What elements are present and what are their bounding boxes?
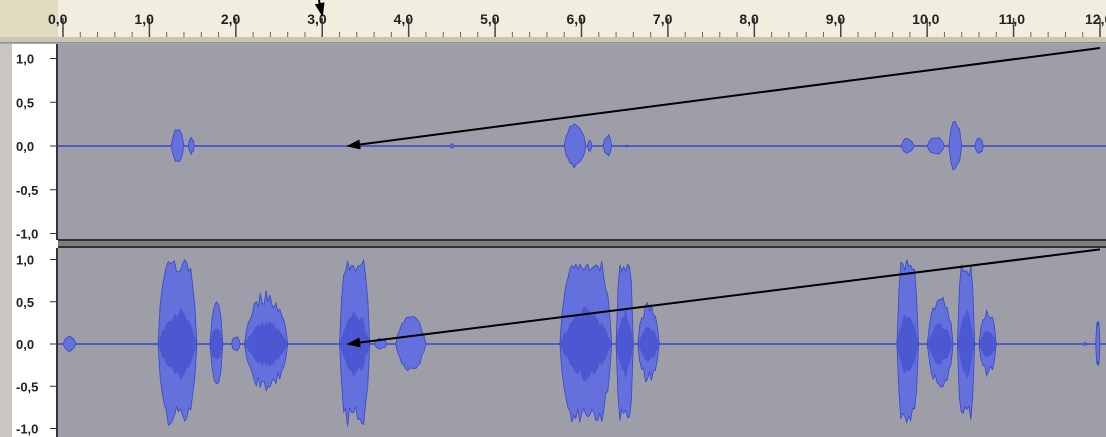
waveform-burst (602, 133, 613, 157)
ruler-ticks: 0,0 1,0 2,0 3,0 4,0 5,0 6,0 7,0 8,0 9,0 10,0 11,0 12… (48, 11, 1106, 37)
annotation-arrow (346, 248, 1101, 348)
track-2-waveform (58, 258, 1106, 427)
waveform-burst (395, 315, 427, 372)
waveform-burst-core (559, 306, 612, 382)
waveform-burst (1095, 320, 1101, 366)
ruler-tick-label: 8,0 (739, 11, 759, 27)
amplitude-label: 0,0 (16, 139, 34, 154)
waveform-burst (563, 123, 587, 169)
waveform-burst (187, 136, 195, 156)
waveform-burst (974, 137, 984, 154)
amplitude-label: 0,0 (16, 337, 34, 352)
waveform-burst (449, 143, 455, 149)
waveform-burst-core (957, 308, 975, 380)
waveform-burst-core (927, 323, 954, 365)
waveform-burst (900, 137, 915, 154)
track-2[interactable]: 1,0 0,5 0,0 -0,5 -1,0 (0, 240, 1106, 437)
amplitude-label: -0,5 (16, 379, 38, 394)
ruler-corner (0, 0, 58, 37)
waveform-burst (62, 335, 77, 353)
waveform-burst (948, 121, 963, 171)
ruler-tick-label: 11,0 (999, 11, 1026, 27)
waveform-burst (926, 136, 945, 155)
amplitude-label: -0,5 (16, 183, 38, 198)
track-2-amplitude-labels: 1,0 0,5 0,0 -0,5 -1,0 (16, 253, 57, 437)
ruler-tick-label: 1,0 (134, 11, 154, 27)
ruler-tick-label: 5,0 (480, 11, 500, 27)
track-separator[interactable] (58, 240, 1106, 247)
waveform-burst-core (896, 314, 919, 374)
amplitude-label: 1,0 (16, 253, 34, 268)
annotation-arrow (346, 47, 1101, 150)
ruler-tick-label: 3,0 (307, 11, 327, 27)
ruler-tick-label: 10,0 (912, 11, 939, 27)
waveform-burst (170, 129, 185, 162)
ruler-tick-label: 2,0 (221, 11, 241, 27)
ruler-tick-label: 0,0 (48, 11, 68, 27)
annotation-arrows (314, 0, 1101, 348)
waveform-burst (231, 336, 241, 352)
track-1-amplitude-labels: 1,0 0,5 0,0 -0,5 -1,0 (16, 52, 57, 242)
amplitude-label: 0,5 (16, 95, 34, 110)
waveform-burst-core (209, 328, 223, 360)
track-1[interactable]: 1,0 0,5 0,0 -0,5 -1,0 (0, 44, 1106, 242)
ruler-tick-label: 6,0 (567, 11, 587, 27)
waveform-burst (587, 139, 593, 153)
ruler-tick-label: 12,0 (1085, 11, 1106, 27)
timeline-ruler[interactable]: 0,0 1,0 2,0 3,0 4,0 5,0 6,0 7,0 8,0 9,0 10,0 11,0 12… (0, 0, 1106, 44)
waveform-burst-core (616, 308, 634, 380)
ruler-tick-label: 4,0 (394, 11, 414, 27)
waveform-burst-core (244, 320, 288, 368)
waveform-burst-core (158, 307, 197, 381)
waveform-burst (624, 144, 630, 148)
ruler-background (0, 0, 1106, 37)
amplitude-label: 0,5 (16, 295, 34, 310)
waveform-burst-core (979, 331, 997, 357)
waveform-burst (1082, 341, 1088, 347)
amplitude-label: -1,0 (16, 227, 38, 242)
annotation-arrow (314, 0, 325, 17)
track-2-scale-edge (0, 240, 12, 437)
ruler-tick-label: 7,0 (653, 11, 673, 27)
waveform-burst-core (637, 327, 660, 361)
amplitude-label: -1,0 (16, 422, 38, 437)
track-1-waveform (58, 121, 1106, 171)
track-1-scale-edge (0, 44, 12, 240)
ruler-tick-label: 9,0 (826, 11, 846, 27)
amplitude-label: 1,0 (16, 52, 34, 67)
ruler-bottom-border (0, 37, 1106, 43)
